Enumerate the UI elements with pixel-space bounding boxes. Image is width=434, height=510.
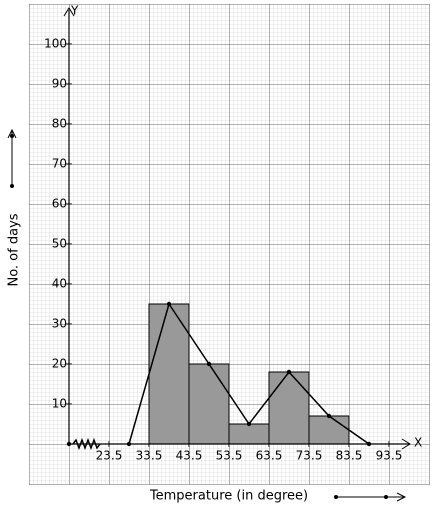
y-tick-label: 80 — [52, 117, 67, 131]
y-tick-label: 70 — [52, 157, 67, 171]
x-tick-label: 43.5 — [176, 449, 203, 463]
x-arrow — [401, 438, 411, 450]
bar — [188, 363, 230, 445]
bar — [228, 423, 270, 445]
polygon-point — [206, 361, 212, 367]
x-axis-label: Temperature (in degree) — [149, 489, 308, 504]
y-tick-label: 50 — [52, 237, 67, 251]
y-arrow — [63, 7, 75, 17]
y-tick-label: 90 — [52, 77, 67, 91]
bar — [268, 371, 310, 445]
x-axis-name: X — [414, 436, 422, 450]
axis-break — [72, 437, 101, 451]
origin — [66, 441, 72, 447]
polygon-point — [326, 413, 332, 419]
polygon-point — [246, 421, 252, 427]
x-tick-label: 53.5 — [216, 449, 243, 463]
polygon-point — [166, 301, 172, 307]
x-tick-label: 73.5 — [296, 449, 323, 463]
y-tick-label: 60 — [52, 197, 67, 211]
y-tick-label: 20 — [52, 357, 67, 371]
x-tick-label: 23.5 — [96, 449, 123, 463]
x-tick-label: 93.5 — [376, 449, 403, 463]
x-tick-label: 83.5 — [336, 449, 363, 463]
bar — [308, 415, 350, 445]
y-axis-label: No. of days — [7, 213, 22, 286]
y-tick-label: 100 — [44, 37, 67, 51]
y-tick-label: 40 — [52, 277, 67, 291]
x-tick-label: 63.5 — [256, 449, 283, 463]
y-tick-label: 30 — [52, 317, 67, 331]
y-label-arrow — [7, 128, 17, 188]
polygon-point — [286, 369, 292, 375]
x-tick-label: 33.5 — [136, 449, 163, 463]
x-label-arrow — [334, 492, 407, 502]
y-tick-label: 10 — [52, 397, 67, 411]
y-axis-name: Y — [70, 4, 79, 18]
